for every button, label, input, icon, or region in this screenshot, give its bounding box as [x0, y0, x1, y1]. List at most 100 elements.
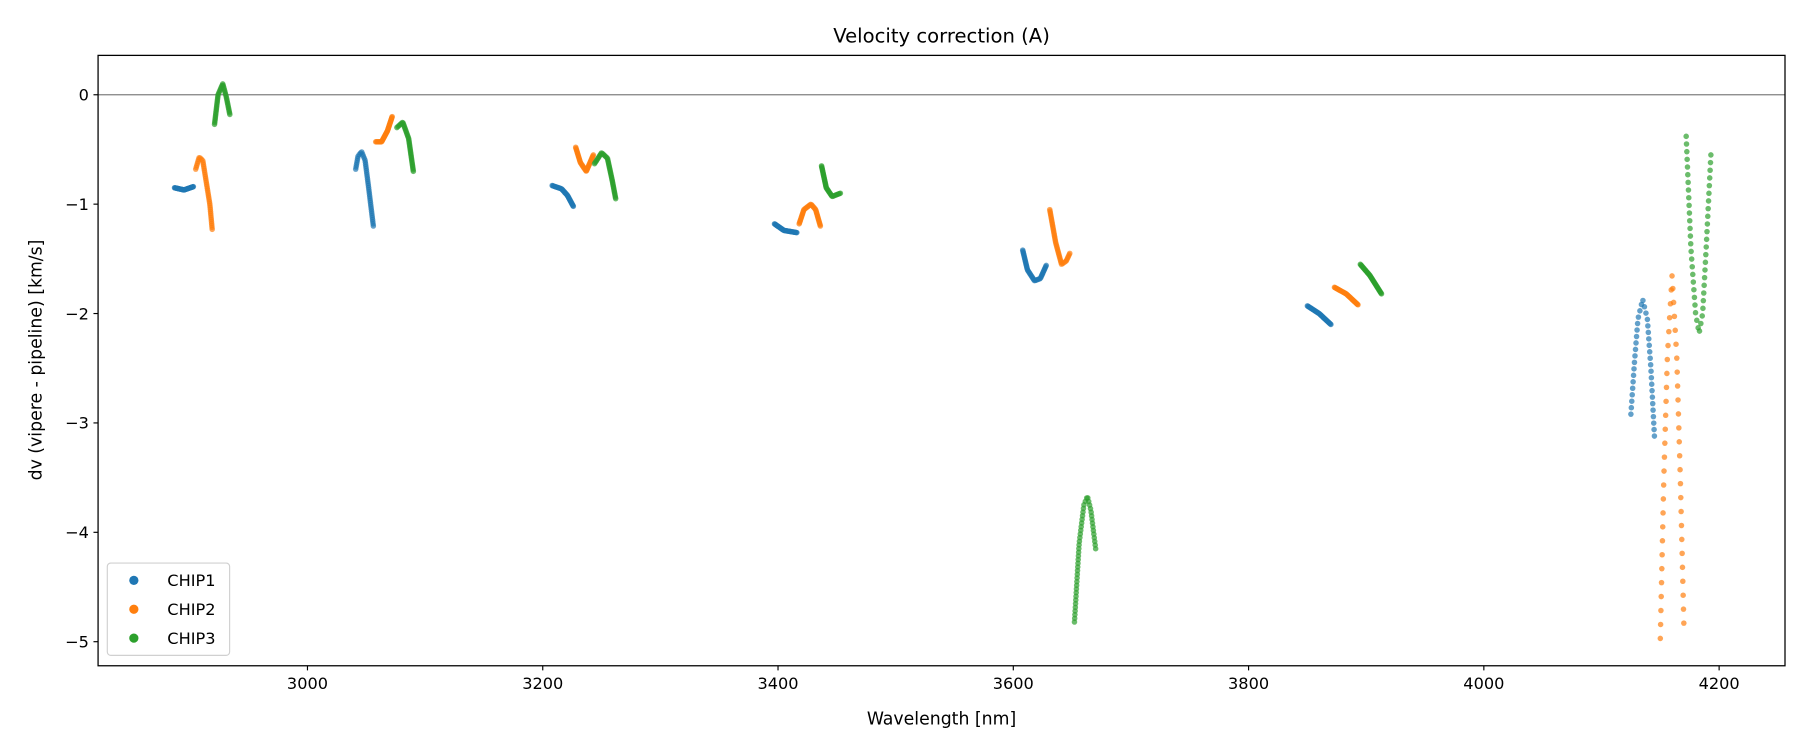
chip2-point — [1677, 466, 1683, 473]
chip2-point — [1657, 621, 1664, 628]
chip3-point — [1700, 305, 1706, 312]
chip3-point — [1705, 213, 1711, 220]
chip3-point — [1707, 167, 1713, 174]
chip3-point — [1686, 210, 1693, 216]
chip1-point — [1632, 353, 1638, 359]
chip2-point — [1662, 412, 1669, 419]
chip3-point — [1688, 248, 1694, 255]
chip2-point — [1678, 494, 1684, 501]
chip2-point — [1659, 538, 1666, 544]
chip3-point — [227, 111, 233, 118]
y-tick-label: −3 — [65, 414, 89, 433]
chip3-point — [837, 190, 844, 196]
chip3-point — [1704, 228, 1710, 235]
chip3-point — [1691, 286, 1697, 293]
chip2-point — [1671, 313, 1678, 320]
chip3-point — [1378, 291, 1385, 297]
chip1-point — [1641, 304, 1648, 310]
chip2-point — [1676, 425, 1682, 431]
chip2-point — [1675, 411, 1682, 417]
chip2-point — [1670, 285, 1676, 292]
chip1-point — [1633, 340, 1639, 346]
chip2-point — [1675, 397, 1681, 403]
chip1-point — [1644, 316, 1651, 323]
chart-title: Velocity correction (A) — [833, 25, 1050, 48]
chip2-point — [1659, 524, 1666, 530]
chip1-point — [1650, 420, 1657, 426]
chip3-point — [1702, 259, 1709, 266]
chip2-point — [1678, 522, 1685, 529]
y-axis-label: dv (vipere - pipeline) [km/s] — [27, 240, 47, 481]
chip2-point — [1665, 342, 1671, 349]
chip1-point — [1648, 381, 1655, 387]
chip2-point — [1679, 564, 1686, 571]
chip1-point — [1647, 361, 1654, 368]
x-axis: 3000 3200 3400 3600 3800 4000 4200 — [287, 665, 1740, 693]
chip1-point — [1628, 404, 1635, 411]
x-tick-label: 3000 — [287, 674, 328, 693]
chip2-point — [389, 113, 395, 120]
chip3-point — [1685, 179, 1691, 186]
chip1-point — [1651, 433, 1658, 439]
chip1-point — [1632, 346, 1639, 353]
y-axis: 0 −1 −2 −3 −4 −5 — [65, 86, 99, 651]
chip2-point — [1670, 299, 1677, 306]
chip1-point — [1648, 374, 1655, 381]
chip1-point — [1629, 398, 1635, 404]
chip3-point — [1683, 141, 1690, 147]
chip3-point — [1703, 244, 1709, 250]
chip2-point — [1661, 454, 1668, 460]
chip3-point — [1706, 190, 1712, 197]
chip1-point — [1646, 342, 1653, 349]
y-tick-label: −1 — [65, 195, 89, 214]
chip3-point — [1698, 320, 1704, 327]
chip3-point — [1691, 294, 1698, 301]
legend-label-chip3: CHIP3 — [167, 629, 215, 648]
chip1-point — [794, 229, 800, 236]
x-tick-label: 4000 — [1463, 674, 1504, 693]
chip2-point — [1657, 635, 1664, 642]
chip2-point — [1660, 496, 1667, 502]
chip1-point — [1634, 320, 1641, 327]
chip3-point — [1694, 317, 1700, 324]
chip3-point — [1700, 297, 1707, 304]
chip1-point — [1637, 308, 1643, 314]
chip1-point — [1631, 359, 1638, 366]
chip2-point — [1659, 565, 1665, 572]
chip1-point — [1651, 426, 1657, 433]
chip2-point — [1663, 384, 1670, 391]
chip3-point — [1692, 302, 1698, 308]
chip3-point — [1699, 313, 1705, 319]
chip2-point — [1666, 328, 1672, 335]
chip1-point — [1650, 413, 1657, 420]
plot-area — [98, 55, 1786, 666]
chip1-point — [1630, 379, 1636, 385]
y-tick-label: −5 — [65, 632, 89, 651]
y-tick-label: −4 — [65, 523, 89, 542]
chip2-point — [1672, 327, 1678, 334]
chip3-point — [1702, 267, 1708, 273]
chip3-point — [1701, 282, 1707, 289]
chip1-point — [1631, 366, 1637, 372]
chip2-point — [209, 226, 215, 233]
x-axis-label: Wavelength [nm] — [867, 710, 1016, 730]
chip3-point — [1684, 156, 1690, 163]
chip3-point — [1686, 202, 1692, 209]
y-tick-label: −2 — [65, 304, 89, 323]
chip1-point — [1629, 385, 1636, 392]
legend-label-chip2: CHIP2 — [167, 600, 215, 619]
chip3-point — [1705, 198, 1712, 204]
chip3-point — [1696, 328, 1703, 334]
chip3-point — [1706, 182, 1713, 189]
chip3-point — [1701, 274, 1708, 281]
chip1-point — [1649, 387, 1655, 394]
chip3-point — [1685, 187, 1692, 193]
chip1-point — [1648, 368, 1654, 374]
chip3-point — [1686, 194, 1692, 201]
chip1-point — [1646, 349, 1653, 355]
chip3-point — [1684, 148, 1690, 155]
chip2-point — [1676, 452, 1683, 459]
chip2-point — [1662, 426, 1669, 432]
legend-marker-chip1 — [129, 575, 139, 585]
